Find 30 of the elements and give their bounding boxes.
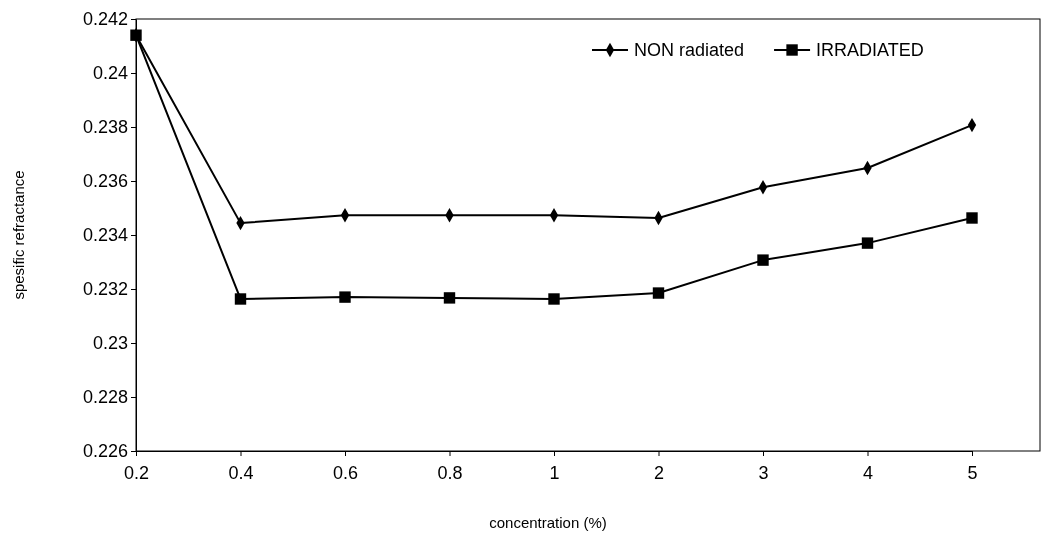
x-tick-label: 0.4	[228, 462, 254, 483]
legend-label: IRRADIATED	[816, 40, 924, 60]
y-tick-label: 0.242	[82, 9, 128, 30]
y-tick-label: 0.228	[82, 387, 128, 408]
x-tick-label: 0.2	[123, 462, 150, 483]
y-tick-label: 0.24	[92, 63, 128, 84]
point	[861, 237, 874, 249]
legend-label: NON radiated	[634, 40, 745, 60]
point	[966, 212, 978, 224]
x-tick-label: 2	[653, 462, 665, 483]
x-tick-label: 4	[862, 462, 874, 483]
point	[652, 287, 665, 299]
point	[443, 292, 456, 304]
point	[234, 293, 247, 305]
y-tick-label: 0.232	[82, 279, 128, 300]
point	[339, 291, 351, 303]
point	[548, 293, 560, 305]
x-tick-label: 0.6	[332, 462, 359, 483]
y-axis-title: spesific refractance	[10, 170, 27, 300]
x-tick-label: 5	[967, 462, 978, 483]
x-axis-title: concentration (%)	[489, 514, 607, 531]
y-tick-label: 0.236	[82, 171, 128, 192]
x-tick-label: 1	[549, 462, 560, 483]
y-tick-label: 0.238	[82, 117, 128, 138]
x-tick-label: 0.8	[437, 462, 463, 483]
y-tick-label: 0.226	[82, 441, 128, 462]
y-tick-label: 0.23	[92, 333, 128, 354]
point	[757, 254, 769, 266]
y-tick-label: 0.234	[82, 225, 128, 246]
x-tick-label: 3	[758, 462, 769, 483]
